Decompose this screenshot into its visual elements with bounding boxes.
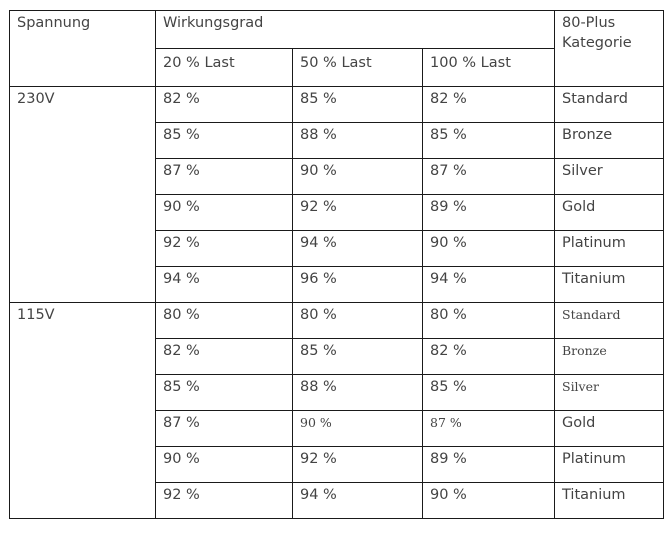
load-50-cell: 94 % (292, 482, 423, 519)
header-category: 80-Plus Kategorie (554, 10, 664, 87)
header-efficiency: Wirkungsgrad (155, 10, 555, 49)
load-100-cell: 94 % (422, 266, 555, 303)
table-row: 92 % 94 % 90 % Titanium (10, 482, 664, 519)
table-row: 115V 80 % 80 % 80 % Standard (9, 302, 664, 519)
load-20-cell: 82 % (155, 86, 293, 123)
load-50-cell: 94 % (292, 230, 423, 267)
load-50-cell: 96 % (292, 266, 423, 303)
table-row: 85 % 88 % 85 % Silver (10, 374, 664, 411)
load-20-cell: 82 % (155, 338, 293, 375)
table-row: 90 % 92 % 89 % Gold (10, 194, 664, 231)
load-100-cell: 80 % (422, 302, 555, 339)
load-20-cell: 90 % (155, 446, 293, 483)
load-20-cell: 85 % (155, 122, 293, 159)
category-cell: Titanium (554, 266, 664, 303)
load-20-cell: 87 % (155, 410, 293, 447)
table-row: 82 % 85 % 82 % Bronze (10, 338, 664, 375)
load-100-cell: 89 % (422, 194, 555, 231)
load-100-cell: 82 % (422, 86, 555, 123)
load-50-cell: 88 % (292, 122, 423, 159)
category-cell: Silver (554, 374, 664, 411)
header-load-50: 50 % Last (292, 48, 423, 87)
load-100-cell: 89 % (422, 446, 555, 483)
table-row: 94 % 96 % 94 % Titanium (10, 266, 664, 303)
table-row: 92 % 94 % 90 % Platinum (10, 230, 664, 267)
category-cell: Bronze (554, 122, 664, 159)
voltage-cell: 230V (9, 86, 156, 303)
category-cell: Gold (554, 194, 664, 231)
load-20-cell: 85 % (155, 374, 293, 411)
load-100-cell: 85 % (422, 122, 555, 159)
load-50-cell: 85 % (292, 338, 423, 375)
category-cell: Gold (554, 410, 664, 447)
table-row: 85 % 88 % 85 % Bronze (10, 122, 664, 159)
load-50-cell: 90 % (292, 158, 423, 195)
load-20-cell: 94 % (155, 266, 293, 303)
header-load-100: 100 % Last (422, 48, 555, 87)
category-cell: Standard (554, 302, 664, 339)
load-20-cell: 87 % (155, 158, 293, 195)
load-100-cell: 87 % (422, 158, 555, 195)
load-100-cell: 85 % (422, 374, 555, 411)
efficiency-table: Spannung Wirkungsgrad 80-Plus Kategorie … (9, 10, 664, 519)
category-cell: Silver (554, 158, 664, 195)
category-cell: Platinum (554, 230, 664, 267)
load-50-cell: 80 % (292, 302, 423, 339)
category-cell: Platinum (554, 446, 664, 483)
load-100-cell: 90 % (422, 482, 555, 519)
load-100-cell: 90 % (422, 230, 555, 267)
load-20-cell: 92 % (155, 230, 293, 267)
load-100-cell: 82 % (422, 338, 555, 375)
header-voltage: Spannung (9, 10, 156, 87)
load-50-cell: 85 % (292, 86, 423, 123)
category-cell: Titanium (554, 482, 664, 519)
table-header-row: Spannung Wirkungsgrad 80-Plus Kategorie (9, 10, 664, 87)
load-20-cell: 80 % (155, 302, 293, 339)
header-load-20: 20 % Last (155, 48, 293, 87)
load-50-cell: 90 % (292, 410, 423, 447)
table-row: 87 % 90 % 87 % Silver (10, 158, 664, 195)
load-50-cell: 88 % (292, 374, 423, 411)
load-100-cell: 87 % (422, 410, 555, 447)
table-row: 230V 82 % 85 % 82 % Standard (9, 86, 664, 303)
load-20-cell: 92 % (155, 482, 293, 519)
load-50-cell: 92 % (292, 194, 423, 231)
load-20-cell: 90 % (155, 194, 293, 231)
category-cell: Bronze (554, 338, 664, 375)
category-cell: Standard (554, 86, 664, 123)
voltage-cell: 115V (9, 302, 156, 519)
table-subheader-row: 20 % Last 50 % Last 100 % Last (10, 48, 664, 87)
load-50-cell: 92 % (292, 446, 423, 483)
